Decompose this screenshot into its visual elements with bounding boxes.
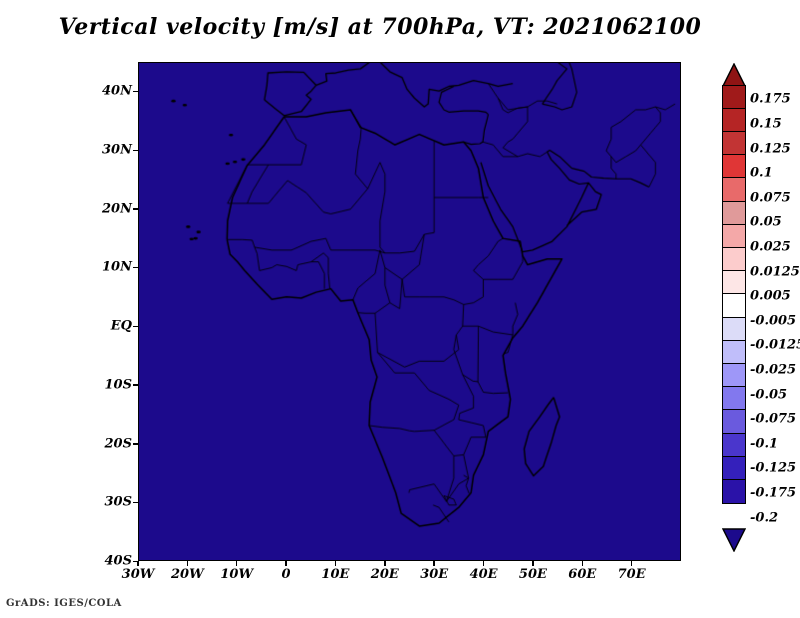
attribution-label: GrADS: IGES/COLA (6, 598, 122, 609)
colorbar-band-16 (722, 455, 746, 481)
colorbar-band-6 (722, 223, 746, 249)
x-tick-label-60E: 60E (568, 567, 597, 582)
y-tick-label-40N: 40N (102, 83, 132, 99)
y-tick-label-10S: 10S (104, 377, 132, 393)
colorbar-tick-label-3: 0.1 (750, 165, 773, 181)
y-tick-label-10N: 10N (102, 259, 132, 275)
y-tick-mark (133, 149, 138, 152)
x-tick-mark (630, 561, 633, 566)
y-tick-label-20N: 20N (102, 201, 132, 217)
colorbar-tick-label-13: -0.075 (750, 411, 797, 427)
colorbar-tick-label-15: -0.125 (750, 460, 797, 476)
y-tick-mark (133, 325, 138, 328)
page-title: Vertical velocity [m/s] at 700hPa, VT: 2… (58, 14, 702, 40)
colorbar-tick-label-2: 0.125 (750, 141, 791, 156)
colorbar-top-arrow (721, 62, 747, 87)
x-tick-mark (137, 561, 139, 566)
x-tick-mark (482, 561, 485, 566)
colorbar-tick-label-12: -0.05 (750, 387, 788, 402)
x-tick-mark (186, 561, 189, 566)
y-tick-mark (133, 501, 138, 504)
colorbar-band-7 (722, 247, 746, 272)
colorbar-bottom-arrow (721, 528, 747, 553)
x-tick-mark (334, 561, 337, 566)
colorbar-tick-label-9: -0.005 (750, 313, 797, 329)
colorbar-tick-label-8: 0.005 (750, 288, 791, 304)
x-tick-label-40E: 40E (469, 567, 498, 582)
colorbar-tick-label-17: -0.2 (750, 510, 779, 525)
x-tick-mark (433, 561, 435, 566)
x-tick-label-70E: 70E (617, 567, 646, 582)
colorbar-band-4 (722, 177, 746, 203)
colorbar-band-10 (722, 316, 746, 342)
y-tick-mark (133, 384, 138, 386)
colorbar-tick-label-0: 0.175 (750, 91, 791, 107)
colorbar-band-5 (722, 200, 746, 226)
colorbar: 0.175 0.15 0.125 0.1 0.075 0.05 0.025 0.0125 0.0… (720, 62, 800, 562)
x-tick-label-10W: 10W (220, 567, 254, 582)
colorbar-band-17 (722, 479, 746, 504)
x-tick-label-10E: 10E (321, 567, 350, 582)
y-tick-mark (133, 560, 138, 562)
x-tick-mark (581, 561, 584, 566)
y-tick-mark (133, 90, 138, 93)
colorbar-band-3 (722, 154, 746, 179)
y-tick-label-EQ: EQ (110, 318, 132, 334)
colorbar-band-8 (722, 270, 746, 295)
x-tick-mark (532, 561, 534, 566)
x-tick-label-20W: 20W (170, 567, 204, 582)
y-tick-mark (133, 443, 138, 445)
y-tick-label-30S: 30S (104, 494, 132, 510)
colorbar-band-13 (722, 386, 746, 411)
colorbar-band-11 (722, 339, 746, 365)
colorbar-band-15 (722, 432, 746, 458)
x-tick-label-20E: 20E (370, 567, 399, 582)
colorbar-band-9 (722, 293, 746, 319)
colorbar-tick-label-7: 0.0125 (750, 264, 800, 279)
y-tick-label-30N: 30N (102, 142, 132, 158)
colorbar-tick-label-16: -0.175 (750, 485, 797, 501)
y-tick-label-20S: 20S (104, 436, 132, 452)
x-tick-mark (285, 561, 287, 566)
colorbar-band-1 (722, 107, 746, 133)
y-tick-label-40S: 40S (104, 553, 132, 569)
colorbar-tick-label-11: -0.025 (750, 362, 797, 378)
vertical-velocity-heatmap (139, 63, 680, 560)
colorbar-tick-label-10: -0.0125 (750, 337, 800, 353)
x-tick-label-30W: 30W (121, 567, 155, 582)
y-tick-mark (133, 266, 138, 269)
colorbar-tick-label-4: 0.075 (750, 190, 791, 206)
colorbar-tick-label-6: 0.025 (750, 239, 791, 255)
colorbar-band-2 (722, 131, 746, 156)
colorbar-band-12 (722, 363, 746, 388)
x-tick-mark (384, 561, 386, 566)
y-tick-mark (133, 208, 138, 210)
x-tick-label-30E: 30E (420, 567, 449, 582)
x-tick-label-0: 0 (281, 567, 291, 582)
colorbar-band-0 (722, 84, 746, 110)
map-plot-area (138, 62, 681, 561)
x-tick-mark (235, 561, 238, 566)
colorbar-band-14 (722, 409, 746, 435)
colorbar-tick-label-1: 0.15 (750, 116, 782, 132)
x-tick-label-50E: 50E (518, 567, 547, 582)
colorbar-tick-label-14: -0.1 (750, 436, 779, 452)
colorbar-tick-label-5: 0.05 (750, 214, 782, 230)
